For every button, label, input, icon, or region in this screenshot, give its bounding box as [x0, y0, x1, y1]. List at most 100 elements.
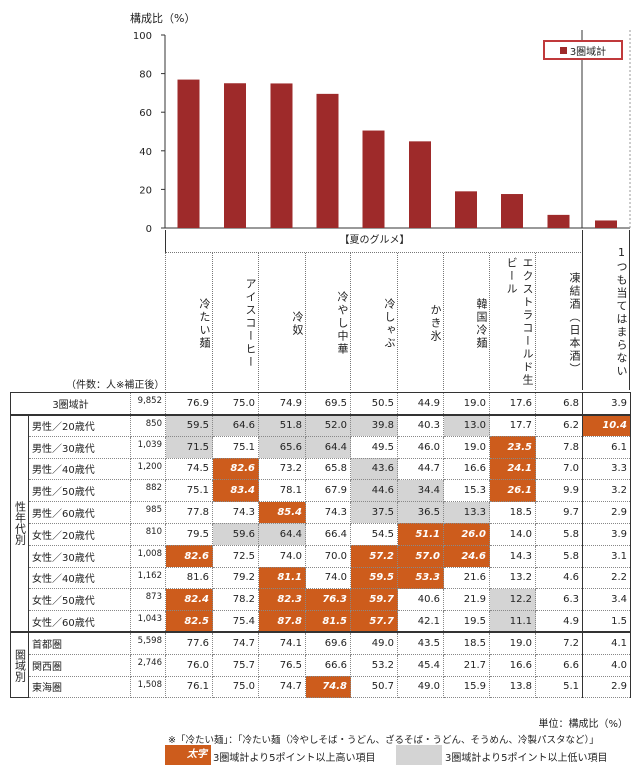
bar: [177, 79, 200, 228]
cell: 75.4: [212, 610, 259, 633]
cell: 13.3: [443, 501, 490, 524]
cell: 82.6: [165, 544, 213, 568]
table-row: 関西圏 2,746 76.0 75.7 76.5 66.6 53.2 45.4 21.7 16.6…: [11, 653, 631, 677]
cell: 16.6: [489, 653, 536, 677]
cell: 59.5: [350, 566, 398, 590]
cell: 12.2: [489, 588, 536, 612]
cell: 79.5: [165, 522, 213, 546]
cell: 77.6: [165, 631, 213, 655]
cell: 46.0: [397, 435, 444, 459]
row-label: 男性／60歳代: [28, 501, 131, 524]
bar: [316, 93, 339, 229]
cell: 40.3: [397, 414, 444, 437]
key-low-text: 3圏域計より5ポイント以上低い項目: [445, 753, 608, 764]
cell: 82.3: [258, 588, 306, 612]
cell: 65.8: [305, 457, 351, 481]
cell: 14.0: [489, 522, 536, 546]
cell: 75.0: [212, 392, 259, 416]
cell: 82.5: [165, 610, 213, 633]
cell: 44.6: [350, 479, 398, 503]
cell: 74.0: [305, 566, 351, 590]
cell: 81.6: [165, 566, 213, 590]
cell: 34.4: [397, 479, 444, 503]
y-tick-label: 100: [133, 31, 152, 42]
cell: 26.0: [443, 522, 490, 546]
cell: 75.1: [212, 435, 259, 459]
cell: 64.4: [305, 435, 351, 459]
cell: 50.7: [350, 675, 398, 699]
cell: 5.1: [535, 675, 583, 699]
cell: 75.0: [212, 675, 259, 699]
cell: 17.7: [489, 414, 536, 437]
cell: 42.1: [397, 610, 444, 633]
cell: 18.5: [443, 631, 490, 655]
cell: 65.6: [258, 435, 306, 459]
cell: 76.5: [258, 653, 306, 677]
cell: 82.6: [212, 457, 259, 481]
row-label: 女性／40歳代: [28, 566, 131, 590]
cell: 49.0: [350, 631, 398, 655]
cell: 73.2: [258, 457, 306, 481]
cell: 44.9: [397, 392, 444, 416]
key-low-swatch: [396, 745, 442, 765]
cell: 57.0: [397, 544, 444, 568]
row-label: 男性／40歳代: [28, 457, 131, 481]
column-header: 冷やし中華: [305, 253, 350, 390]
bar: [224, 83, 246, 228]
row-count: 5,598: [130, 631, 166, 655]
cell: 2.9: [582, 501, 631, 524]
row-label: 男性／50歳代: [28, 479, 131, 503]
cell: 19.0: [443, 435, 490, 459]
row-count: 1,162: [130, 566, 166, 590]
cell: 74.7: [212, 631, 259, 655]
count-caption: （件数：人※補正後）: [66, 380, 165, 391]
bar: [547, 214, 570, 228]
cell: 49.5: [350, 435, 398, 459]
row-count: 810: [130, 522, 166, 546]
row-label: 東海圏: [28, 675, 131, 699]
y-axis-title: 構成比（%）: [130, 12, 196, 25]
cell: 4.9: [535, 610, 583, 633]
table-row: 女性／40歳代 1,162 81.6 79.2 81.1 74.0 59.5 53.3 21.6…: [11, 566, 631, 590]
cell: 59.6: [212, 522, 259, 546]
group-header: 【夏のグルメ】: [165, 230, 583, 253]
row-label: 首都圏: [28, 631, 131, 655]
row-count: 882: [130, 479, 166, 503]
cell: 10.4: [582, 414, 631, 437]
table-row: 圏域別 首都圏 5,598 77.6 74.7 74.1 69.6 49.0 43.5 18.5 1…: [10, 631, 631, 699]
row-count: 1,043: [130, 610, 166, 633]
cell: 17.6: [489, 392, 536, 416]
y-tick-label: 40: [139, 147, 152, 158]
cell: 3.3: [582, 457, 631, 481]
row-label: 関西圏: [28, 653, 131, 677]
key-high-swatch: 太字: [165, 745, 211, 765]
row-label: 3圏域計: [10, 392, 131, 416]
bar: [409, 141, 431, 228]
cell: 59.5: [165, 414, 213, 437]
table-row: 性年代別 男性／20歳代 850 59.5 64.6 51.8 52.0 39.8 40.3 13…: [10, 414, 631, 633]
cell: 74.3: [212, 501, 259, 524]
table-row: 男性／40歳代 1,200 74.5 82.6 73.2 65.8 43.6 44.7 16.6…: [11, 457, 631, 481]
cell: 51.1: [397, 522, 444, 546]
cell: 21.6: [443, 566, 490, 590]
table-row: 女性／60歳代 1,043 82.5 75.4 87.8 81.5 57.7 42.1 19.5…: [11, 610, 631, 633]
cell: 6.6: [535, 653, 583, 677]
cell: 69.6: [305, 631, 351, 655]
row-count: 873: [130, 588, 166, 612]
cell: 57.7: [350, 610, 398, 633]
column-header: かき氷: [397, 253, 443, 390]
cell: 7.8: [535, 435, 583, 459]
cell: 57.2: [350, 544, 398, 568]
cell: 75.7: [212, 653, 259, 677]
cell: 6.3: [535, 588, 583, 612]
column-header: エクストラコールド生ビール: [489, 253, 535, 390]
cell: 54.5: [350, 522, 398, 546]
cell: 43.6: [350, 457, 398, 481]
cell: 6.8: [535, 392, 583, 416]
row-label: 女性／30歳代: [28, 544, 131, 568]
cell: 72.5: [212, 544, 259, 568]
table-row: 男性／60歳代 985 77.8 74.3 85.4 74.3 37.5 36.5 13.3 18…: [11, 501, 631, 524]
legend-label: 3圏域計: [569, 46, 607, 58]
row-label: 男性／30歳代: [28, 435, 131, 459]
